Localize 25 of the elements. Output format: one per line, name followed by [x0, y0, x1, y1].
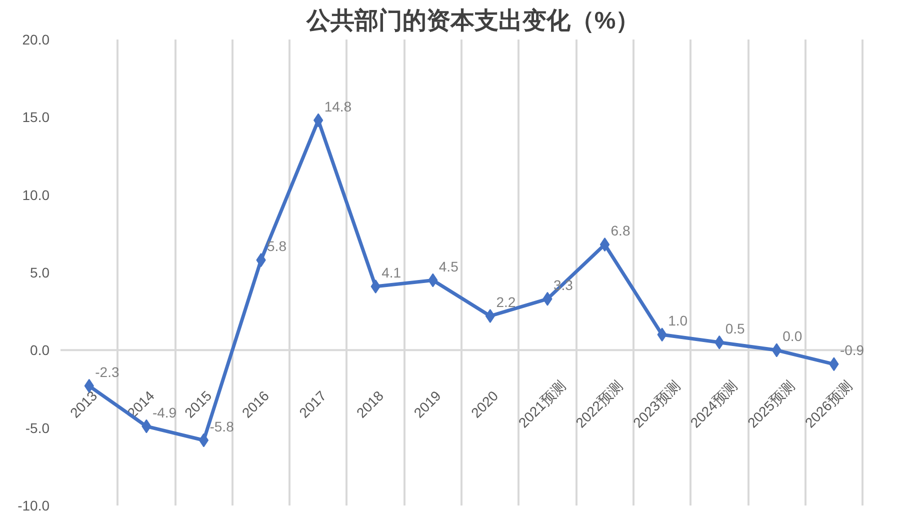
y-tick-label: 5.0	[30, 264, 50, 280]
y-tick-label: 20.0	[22, 32, 50, 48]
data-label: -5.8	[210, 418, 234, 434]
chart-title: 公共部门的资本支出变化（%）	[305, 8, 640, 34]
y-tick-label: 0.0	[30, 342, 50, 358]
point	[198, 433, 209, 448]
y-tick-label: 15.0	[22, 109, 50, 126]
data-label: 1.0	[668, 312, 688, 329]
data-label: 4.1	[382, 264, 402, 280]
data-label: 2.2	[496, 294, 516, 310]
data-label: 14.8	[324, 98, 352, 114]
point	[313, 113, 324, 128]
y-tick-label: -5.0	[25, 420, 50, 436]
data-label: -0.9	[840, 342, 864, 358]
point	[485, 308, 496, 323]
data-label: -4.9	[152, 404, 177, 420]
data-label: 4.5	[438, 258, 459, 274]
data-label: 6.8	[610, 222, 630, 239]
point	[600, 238, 610, 252]
data-label: 5.8	[267, 238, 287, 254]
y-tick-label: 10.0	[22, 186, 50, 203]
y-tick-label: -10.0	[18, 498, 50, 514]
data-label: -2.3	[95, 364, 120, 380]
data-label: 0.0	[782, 328, 802, 344]
data-label: 0.5	[725, 320, 746, 336]
